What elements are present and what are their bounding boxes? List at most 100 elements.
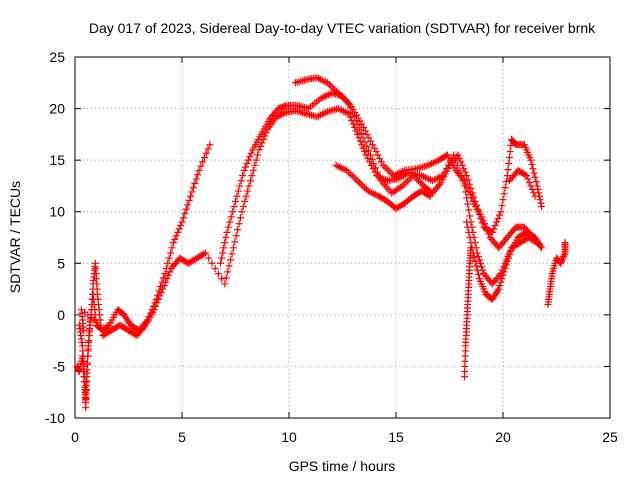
data-point-plus bbox=[557, 258, 565, 266]
data-point-plus bbox=[527, 156, 535, 164]
data-point-plus bbox=[164, 271, 172, 279]
data-point-plus bbox=[367, 137, 375, 145]
data-point-plus bbox=[169, 239, 177, 247]
data-point-plus bbox=[361, 184, 369, 192]
data-point-plus bbox=[224, 268, 232, 276]
data-point-plus bbox=[490, 225, 498, 233]
y-tick-label: 20 bbox=[49, 101, 65, 117]
data-point-plus bbox=[279, 109, 287, 117]
data-point-plus bbox=[499, 196, 507, 204]
data-point-plus bbox=[229, 244, 237, 252]
data-point-plus bbox=[218, 254, 226, 262]
data-point-plus bbox=[202, 249, 210, 257]
data-point-plus bbox=[561, 239, 569, 247]
data-point-plus bbox=[464, 223, 472, 231]
data-point-plus bbox=[233, 192, 241, 200]
data-point-plus bbox=[495, 211, 503, 219]
data-point-plus bbox=[262, 129, 270, 137]
data-point-plus bbox=[211, 264, 219, 272]
data-point-plus bbox=[202, 149, 210, 157]
data-point-plus bbox=[465, 228, 473, 236]
data-point-plus bbox=[357, 180, 365, 188]
data-point-plus bbox=[84, 345, 92, 353]
data-point-plus bbox=[557, 259, 565, 267]
x-tick-label: 0 bbox=[71, 429, 79, 445]
data-point-plus bbox=[495, 285, 503, 293]
data-point-plus bbox=[248, 172, 256, 180]
data-point-plus bbox=[164, 259, 172, 267]
data-point-plus bbox=[166, 268, 174, 276]
data-point-plus bbox=[529, 165, 537, 173]
data-point-plus bbox=[350, 173, 358, 181]
data-point-plus bbox=[496, 282, 504, 290]
data-point-plus bbox=[463, 194, 471, 202]
data-point-plus bbox=[168, 244, 176, 252]
data-point-plus bbox=[238, 208, 246, 216]
data-point-plus bbox=[478, 219, 486, 227]
data-point-plus bbox=[426, 192, 434, 200]
data-point-plus bbox=[494, 287, 502, 295]
data-point-plus bbox=[521, 171, 529, 179]
data-point-plus bbox=[247, 149, 255, 157]
data-point-plus bbox=[525, 178, 533, 186]
data-point-plus bbox=[504, 166, 512, 174]
x-tick-label: 20 bbox=[495, 429, 511, 445]
data-point-plus bbox=[454, 151, 462, 159]
data-point-plus bbox=[219, 249, 227, 257]
data-point-plus bbox=[243, 160, 251, 168]
data-point-plus bbox=[352, 117, 360, 125]
data-point-plus bbox=[171, 235, 179, 243]
data-point-plus bbox=[85, 338, 93, 346]
data-point-plus bbox=[197, 162, 205, 170]
data-point-plus bbox=[80, 326, 88, 334]
data-point-plus bbox=[460, 182, 468, 190]
data-point-plus bbox=[499, 271, 507, 279]
data-point-plus bbox=[174, 228, 182, 236]
data-point-plus bbox=[533, 182, 541, 190]
data-point-plus bbox=[227, 213, 235, 221]
data-point-plus bbox=[83, 366, 91, 374]
data-point-plus bbox=[523, 172, 531, 180]
data-point-plus bbox=[357, 129, 365, 137]
data-point-plus bbox=[234, 226, 242, 234]
data-point-plus bbox=[414, 177, 422, 185]
data-point-plus bbox=[232, 197, 239, 205]
data-point-plus bbox=[354, 121, 362, 129]
data-point-plus bbox=[471, 197, 479, 205]
data-point-plus bbox=[187, 192, 195, 200]
data-point-plus bbox=[172, 232, 180, 240]
data-point-plus bbox=[200, 154, 208, 162]
data-point-plus bbox=[347, 104, 355, 112]
data-point-plus bbox=[560, 251, 568, 259]
data-point-plus bbox=[153, 299, 161, 307]
data-point-plus bbox=[536, 196, 544, 204]
data-point-plus bbox=[205, 254, 213, 262]
data-point-plus bbox=[346, 170, 354, 178]
data-point-plus bbox=[242, 192, 250, 200]
data-point-plus bbox=[463, 172, 471, 180]
data-point-plus bbox=[246, 153, 254, 161]
y-tick-label: -10 bbox=[45, 410, 65, 426]
data-point-plus bbox=[240, 166, 248, 174]
data-point-plus bbox=[235, 220, 243, 228]
data-point-plus bbox=[204, 145, 212, 153]
data-point-plus bbox=[497, 278, 505, 286]
data-point-plus bbox=[175, 225, 183, 233]
data-point-plus bbox=[473, 266, 481, 274]
data-point-plus bbox=[228, 250, 236, 258]
data-point-plus bbox=[503, 172, 511, 180]
data-point-plus bbox=[227, 256, 235, 264]
data-point-plus bbox=[350, 112, 358, 120]
data-point-plus bbox=[221, 239, 229, 247]
data-point-plus bbox=[229, 208, 237, 216]
data-point-plus bbox=[221, 280, 229, 288]
data-point-plus bbox=[365, 147, 373, 155]
data-point-plus bbox=[346, 113, 354, 121]
series-track-b bbox=[99, 105, 546, 339]
data-point-plus bbox=[241, 197, 249, 205]
data-point-plus bbox=[370, 160, 378, 168]
data-point-plus bbox=[84, 352, 92, 360]
data-point-plus bbox=[375, 172, 383, 180]
data-point-plus bbox=[502, 178, 510, 186]
